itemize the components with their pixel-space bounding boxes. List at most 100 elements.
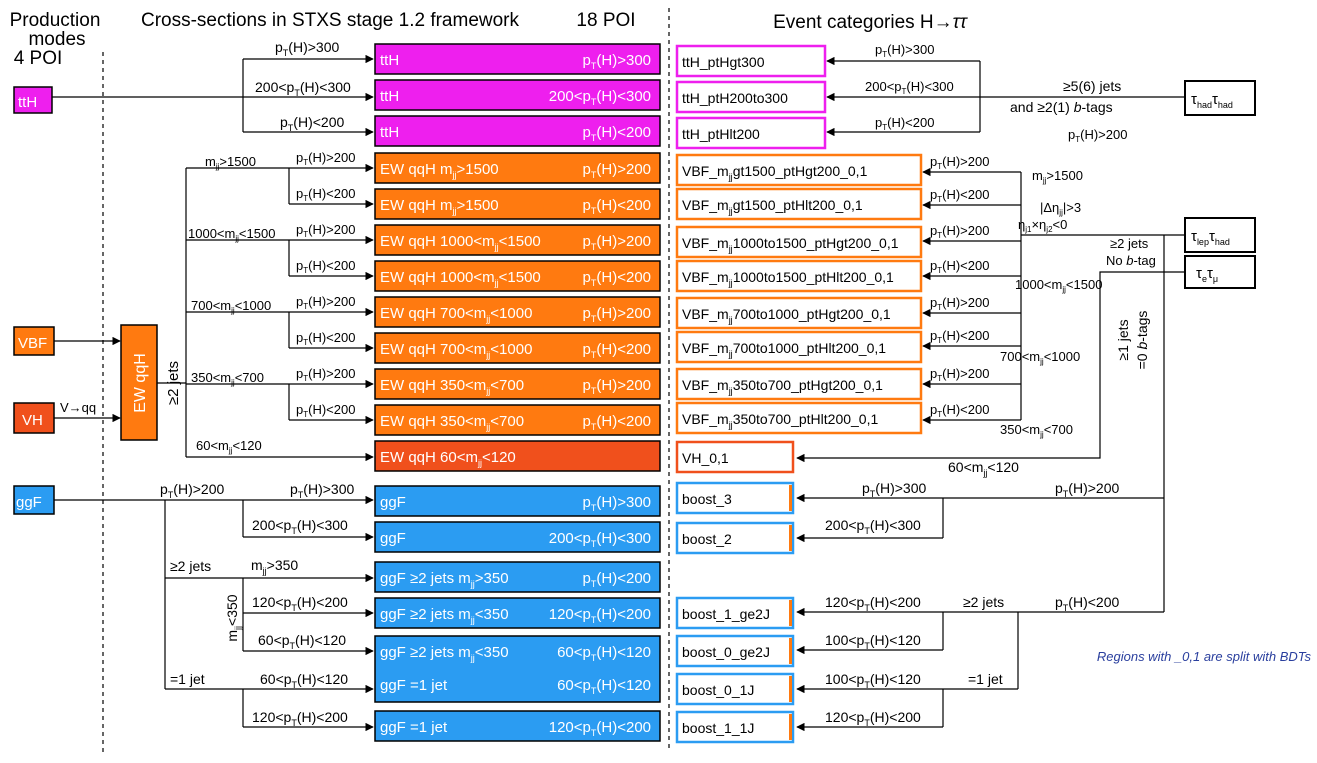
poi-label: ggF	[380, 530, 406, 547]
category-label: ttH_ptHgt300	[682, 54, 765, 70]
ew-pt-gt: pT(H)>200	[296, 366, 355, 383]
ew-pt-lt: pT(H)<200	[296, 402, 355, 419]
r-vbf-mjj: 700<mjj<1000	[1000, 349, 1080, 366]
category-accent	[789, 714, 792, 740]
category-box	[675, 634, 795, 668]
category-label: boost_2	[682, 531, 732, 547]
category-box	[675, 521, 795, 555]
poi-label: ggF ≥2 jets mjj<350	[380, 644, 509, 663]
poi-label: ggF =1 jet	[380, 719, 448, 736]
ew-mjj: 350<mjj<700	[191, 370, 264, 387]
poi-box	[374, 635, 661, 703]
poi-box	[374, 561, 661, 593]
poi-range: 60<pT(H)<120	[557, 644, 651, 663]
category-accent	[789, 600, 792, 626]
poi-box	[374, 597, 661, 629]
category-box	[675, 596, 795, 630]
header-production: Production	[10, 10, 101, 31]
r-boost-pt-lt200: pT(H)<200	[1055, 594, 1119, 613]
r-vbf-pt-lt: pT(H)<200	[930, 402, 989, 419]
r-vbf-pt-lt: pT(H)<200	[930, 328, 989, 345]
category-accent	[789, 676, 792, 702]
r-vbf-mjj: 350<mjj<700	[1000, 422, 1073, 439]
poi-range: pT(H)>200	[583, 377, 651, 396]
poi-box	[374, 296, 661, 328]
poi-range: 200<pT(H)<300	[549, 88, 651, 107]
channel-label: τlepτhad	[1191, 228, 1230, 247]
ggf-pt-gt300: pT(H)>300	[290, 481, 354, 500]
ggf-1j-pt-60-120: 60<pT(H)<120	[260, 671, 348, 690]
prod-label: ggF	[16, 494, 42, 511]
poi-range: pT(H)<200	[583, 269, 651, 288]
r-boost-1j-pt-100-120: 100<pT(H)<120	[825, 671, 921, 690]
ggf-mjj-lt350: mjj<350	[224, 594, 243, 641]
category-box	[675, 481, 795, 515]
poi-box	[374, 368, 661, 400]
poi-box	[374, 115, 661, 147]
poi-label: ggF ≥2 jets mjj<350	[380, 606, 509, 625]
poi-label: ttH	[380, 88, 399, 105]
ew-mjj: mjj>1500	[205, 154, 256, 171]
poi-label: EW qqH mjj>1500	[380, 197, 499, 216]
poi-label: EW qqH 700<mjj<1000	[380, 341, 532, 360]
category-label: VBF_mjjgt1500_ptHlt200_0,1	[682, 197, 863, 216]
r-vbf-pt-gt: pT(H)>200	[930, 223, 989, 240]
r-vh-mjj: 60<mjj<120	[948, 459, 1019, 478]
poi-label: EW qqH 1000<mjj<1500	[380, 269, 541, 288]
category-label: boost_0_ge2J	[682, 644, 770, 660]
ggf-pt-200-300: 200<pT(H)<300	[252, 517, 348, 536]
channel-lephad	[1184, 217, 1256, 253]
ew-mjj: 700<mjj<1000	[191, 298, 271, 315]
poi-box	[374, 260, 661, 292]
poi-range: pT(H)<200	[583, 197, 651, 216]
r-boost-pt-200-300: 200<pT(H)<300	[825, 517, 921, 536]
ew-pt-gt: pT(H)>200	[296, 222, 355, 239]
category-box	[675, 440, 795, 474]
r-tth-jets: ≥5(6) jets	[1063, 78, 1121, 94]
poi-label: EW qqH 1000<mjj<1500	[380, 233, 541, 252]
category-label: VBF_mjj1000to1500_ptHlt200_0,1	[682, 269, 894, 288]
header-xs-title: Cross-sections in STXS stage 1.2 framewo…	[141, 10, 520, 31]
prod-label: ttH	[18, 94, 37, 111]
category-accent	[789, 638, 792, 664]
category-label: VBF_mjj700to1000_ptHlt200_0,1	[682, 340, 886, 359]
r-tth-pt: pT(H)>300	[875, 42, 934, 59]
category-label: ttH_ptHlt200	[682, 126, 760, 142]
ewqqh-label: EW qqH	[132, 353, 149, 413]
poi-range: pT(H)>200	[583, 305, 651, 324]
r-boost-ge2: ≥2 jets	[963, 594, 1004, 610]
ggf-pt-gt200: pT(H)>200	[160, 481, 224, 500]
r-vbf-pt-gt: pT(H)>200	[930, 366, 989, 383]
poi-label: ggF ≥2 jets mjj>350	[380, 570, 509, 589]
poi-box	[374, 43, 661, 75]
ggf-pt-60-120: 60<pT(H)<120	[258, 632, 346, 651]
channel-hadhad	[1184, 80, 1256, 116]
ew-pt-lt: pT(H)<200	[296, 186, 355, 203]
channel-label: τeτμ	[1196, 265, 1218, 284]
category-box	[675, 116, 827, 150]
poi-range: pT(H)>200	[583, 161, 651, 180]
poi-range: 200<pT(H)<300	[549, 530, 651, 549]
poi-range: pT(H)>300	[583, 494, 651, 513]
poi-range: pT(H)<200	[583, 341, 651, 360]
connector-path	[796, 271, 1185, 463]
r-vbf-pt-gt: pT(H)>200	[930, 154, 989, 171]
poi-label: EW qqH mjj>1500	[380, 161, 499, 180]
category-label: boost_1_1J	[682, 720, 754, 736]
ggf-jets2: ≥2 jets	[170, 558, 211, 574]
header-event-categories: Event categories H→ττ	[773, 12, 969, 33]
vh-qq-label: V→qq	[60, 400, 96, 415]
r-vbf-pt-lt: pT(H)<200	[930, 187, 989, 204]
ew-pt-gt: pT(H)>200	[296, 150, 355, 167]
poi-label: ggF	[380, 494, 406, 511]
channel-emu	[1184, 255, 1256, 289]
category-box	[675, 330, 923, 364]
channel-label: τhadτhad	[1191, 91, 1233, 110]
r-tth-pt200: pT(H)>200	[1068, 127, 1127, 144]
category-box	[675, 710, 795, 744]
r-ge2-jets: ≥2 jets	[1110, 236, 1149, 251]
poi-box	[374, 521, 661, 553]
prod-label: VBF	[18, 335, 47, 352]
category-label: VBF_mjj350to700_ptHlt200_0,1	[682, 411, 878, 430]
